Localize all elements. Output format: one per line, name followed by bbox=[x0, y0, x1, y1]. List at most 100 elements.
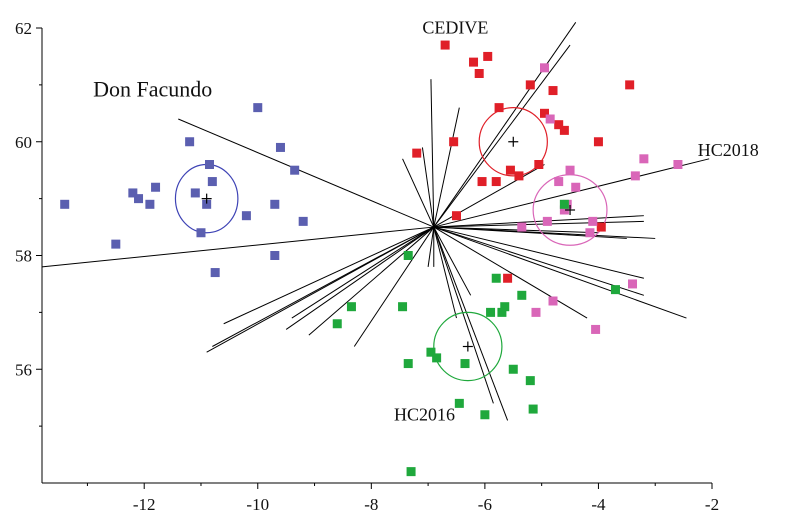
cedive-point bbox=[449, 137, 459, 147]
group-means bbox=[201, 136, 576, 352]
cedive-point bbox=[559, 125, 569, 135]
vector-line bbox=[433, 226, 457, 319]
vector-line bbox=[291, 226, 435, 319]
x-tick-label: -2 bbox=[705, 495, 719, 514]
vector-line bbox=[433, 226, 645, 296]
vector-line bbox=[433, 44, 571, 228]
cedive-ellipse bbox=[478, 107, 548, 177]
hc2018-point bbox=[531, 307, 541, 317]
vector-line bbox=[433, 158, 710, 228]
hc2016-point bbox=[346, 302, 356, 312]
vector-line bbox=[433, 215, 644, 228]
cedive-point bbox=[505, 165, 515, 175]
don-facundo-point bbox=[298, 216, 308, 226]
hc2018-point bbox=[628, 279, 638, 289]
cedive-point bbox=[477, 177, 487, 187]
hc2016-point bbox=[491, 273, 501, 283]
hc2016-point bbox=[517, 290, 527, 300]
axis-ticks: -12 -10 -8 -6 -4 -2 56 58 60 62 bbox=[15, 19, 719, 514]
vector-line bbox=[433, 22, 577, 228]
x-tick-label: -10 bbox=[246, 495, 269, 514]
don-facundo-mean-marker bbox=[201, 193, 212, 204]
x-tick-label: -8 bbox=[364, 495, 378, 514]
hc2018-point bbox=[673, 160, 683, 169]
don-facundo-point bbox=[196, 228, 206, 238]
cedive-point bbox=[483, 51, 493, 61]
hc2016-point bbox=[406, 467, 416, 477]
hc2016-point bbox=[398, 302, 408, 312]
hc2018-ellipse bbox=[532, 174, 608, 246]
y-tick-label: 56 bbox=[15, 360, 32, 379]
vector-line bbox=[212, 226, 435, 347]
don-facundo-point bbox=[270, 199, 280, 209]
hc2018-point bbox=[630, 171, 640, 181]
hc2016-mean-marker bbox=[462, 341, 473, 352]
cedive-point bbox=[548, 86, 558, 96]
hc2016-point bbox=[508, 364, 518, 374]
hc2018-point bbox=[565, 165, 575, 175]
hc2018-point bbox=[517, 222, 527, 232]
hc2016-point bbox=[403, 251, 413, 260]
vector-line bbox=[433, 226, 472, 296]
hc2018-point bbox=[559, 205, 569, 215]
don-facundo-point bbox=[134, 194, 144, 204]
hc2016-point bbox=[559, 199, 569, 209]
don-facundo-label: Don Facundo bbox=[93, 76, 212, 101]
loading-vectors bbox=[41, 22, 710, 421]
don-facundo-point bbox=[151, 182, 161, 192]
vector-line bbox=[433, 226, 588, 319]
y-tick-label: 58 bbox=[15, 247, 32, 266]
cedive-point bbox=[554, 120, 564, 130]
cedive-point bbox=[593, 137, 603, 147]
hc2016-point bbox=[525, 376, 535, 386]
hc2018-point bbox=[639, 154, 649, 164]
y-tick-label: 62 bbox=[15, 19, 32, 38]
don-facundo-point bbox=[190, 188, 200, 198]
hc2016-point bbox=[332, 319, 342, 329]
cedive-mean-marker bbox=[508, 136, 519, 147]
hc2018-point bbox=[554, 177, 564, 187]
vector-line bbox=[308, 226, 435, 336]
hc2018-point bbox=[588, 216, 598, 226]
cedive-point bbox=[491, 177, 501, 187]
cedive-point bbox=[494, 103, 504, 113]
cedive-point bbox=[625, 80, 635, 90]
cedive-point bbox=[540, 108, 549, 118]
don-facundo-point bbox=[275, 142, 285, 152]
vector-line bbox=[223, 226, 434, 325]
hc2016-point bbox=[500, 302, 510, 312]
vector-line bbox=[433, 107, 460, 228]
hc2018-point bbox=[545, 114, 555, 124]
don-facundo-point bbox=[270, 251, 280, 260]
don-facundo-point bbox=[253, 103, 263, 113]
don-facundo-point bbox=[207, 177, 217, 187]
vector-line bbox=[433, 164, 545, 228]
hc2018-mean-marker bbox=[565, 205, 576, 215]
cedive-point bbox=[412, 148, 422, 158]
vector-line bbox=[433, 226, 656, 239]
hc2016-point bbox=[497, 307, 507, 317]
cedive-point bbox=[503, 273, 513, 283]
hc2016-point bbox=[486, 307, 496, 317]
vector-line bbox=[430, 79, 435, 228]
don-facundo-point bbox=[128, 188, 138, 198]
don-facundo-point bbox=[185, 137, 195, 147]
vector-line bbox=[353, 226, 435, 347]
vector-line bbox=[433, 226, 687, 319]
don-facundo-point bbox=[205, 160, 214, 169]
x-tick-label: -12 bbox=[133, 495, 156, 514]
cedive-point bbox=[474, 69, 484, 78]
hc2016-point bbox=[426, 347, 436, 357]
y-tick-label: 60 bbox=[15, 133, 32, 152]
vector-line bbox=[285, 226, 435, 330]
vector-line bbox=[427, 226, 435, 267]
vector-line bbox=[178, 118, 434, 228]
cedive-point bbox=[596, 222, 606, 232]
hc2018-point bbox=[542, 216, 552, 226]
data-points bbox=[60, 40, 683, 477]
hc2016-point bbox=[403, 359, 413, 369]
cedive-point bbox=[534, 160, 544, 169]
don-facundo-point bbox=[111, 239, 121, 249]
hc2016-point bbox=[432, 353, 442, 363]
